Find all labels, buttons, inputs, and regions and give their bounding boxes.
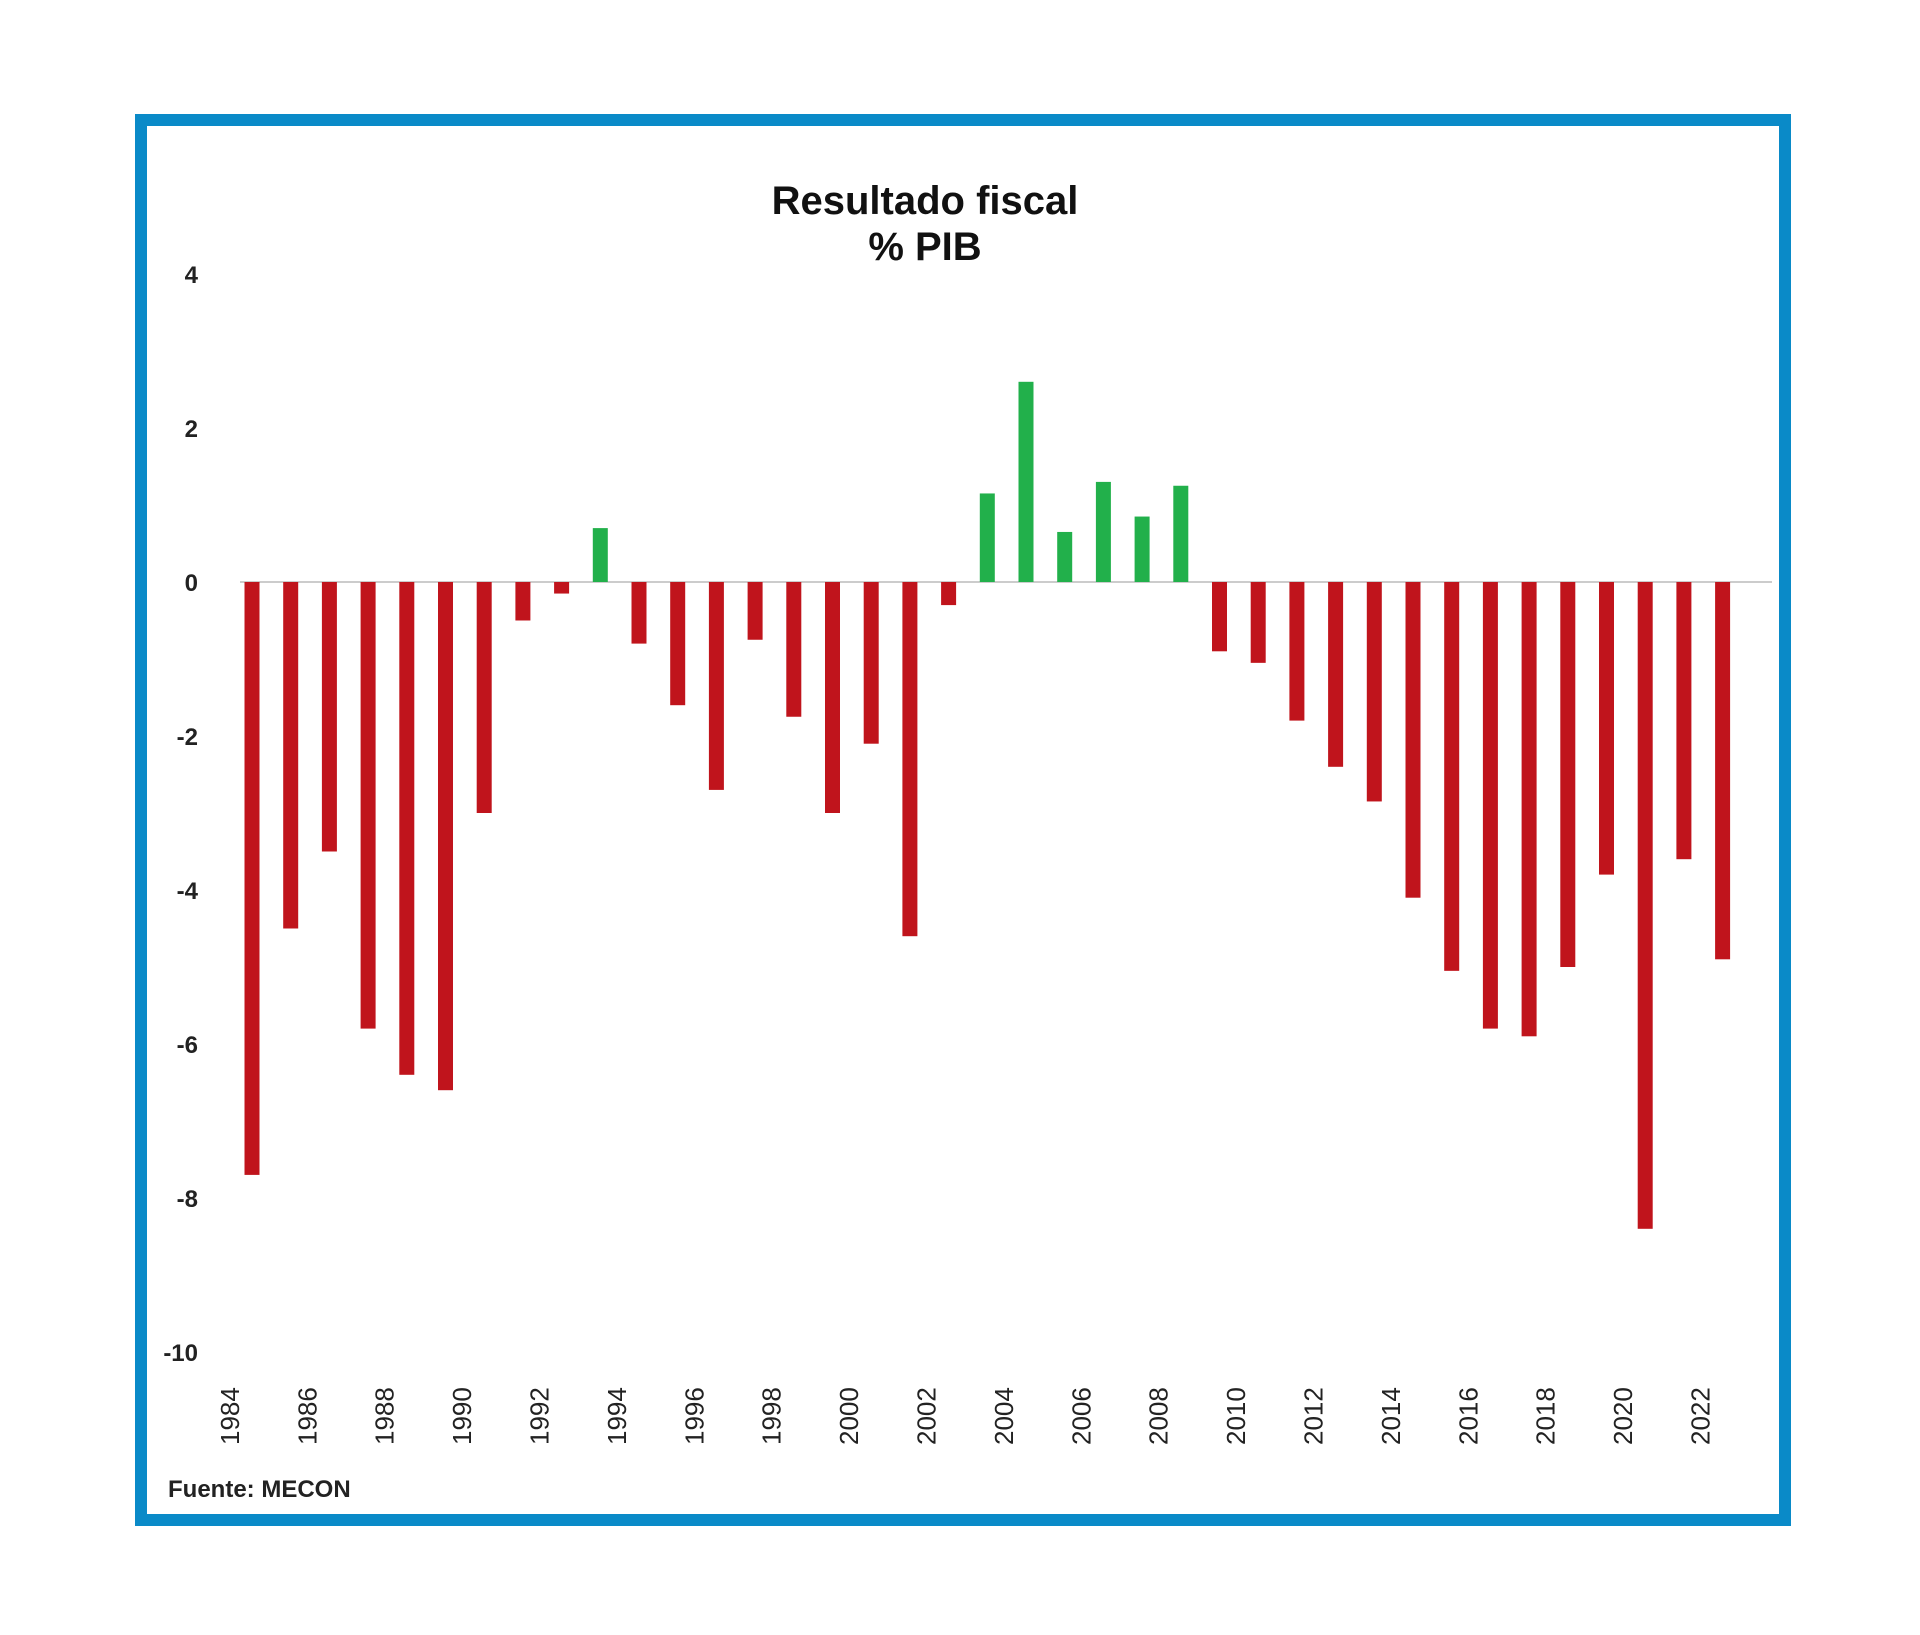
bar-2012: [1328, 582, 1344, 767]
x-tick-label: 2022: [1685, 1387, 1715, 1445]
bar-1994: [631, 582, 647, 644]
x-tick-label: 1998: [757, 1387, 787, 1445]
bar-1997: [747, 582, 763, 640]
bar-1991: [515, 582, 531, 621]
bar-2015: [1444, 582, 1460, 971]
y-tick-label: -4: [177, 878, 199, 905]
bar-2010: [1250, 582, 1266, 663]
x-tick-label: 2018: [1531, 1387, 1561, 1445]
y-tick-label: 2: [185, 416, 198, 443]
x-tick-label: 2016: [1453, 1387, 1483, 1445]
bar-2006: [1095, 481, 1111, 582]
source-note: Fuente: MECON: [168, 1476, 351, 1503]
y-tick-label: -2: [177, 724, 198, 751]
bar-2002: [941, 582, 957, 606]
bar-1986: [321, 582, 337, 852]
y-tick-label: -6: [177, 1032, 198, 1059]
x-tick-label: 2014: [1376, 1387, 1406, 1445]
bar-2001: [902, 582, 918, 937]
bar-2007: [1134, 516, 1150, 582]
chart-subtitle: % PIB: [868, 225, 981, 269]
bar-2014: [1405, 582, 1421, 898]
x-tick-label: 1986: [292, 1387, 322, 1445]
bar-2004: [1018, 381, 1034, 582]
bar-1990: [476, 582, 492, 813]
x-tick-label: 1994: [602, 1387, 632, 1445]
x-tick-label: 2004: [989, 1387, 1019, 1445]
bar-2016: [1482, 582, 1498, 1029]
bar-1995: [670, 582, 686, 706]
bar-2003: [979, 493, 995, 582]
bar-1989: [438, 582, 453, 1091]
bar-2013: [1366, 582, 1382, 802]
x-tick-label: 2008: [1144, 1387, 1174, 1445]
bar-2022: [1715, 582, 1731, 960]
bar-2011: [1289, 582, 1305, 721]
y-tick-label: 4: [185, 262, 199, 289]
bar-2019: [1599, 582, 1614, 875]
x-tick-label: 1988: [370, 1387, 400, 1445]
y-tick-label: -10: [163, 1340, 198, 1367]
bar-1993: [592, 528, 608, 582]
x-tick-label: 2002: [911, 1387, 941, 1445]
bar-1998: [786, 582, 802, 717]
bar-1987: [360, 582, 376, 1029]
bar-2000: [863, 582, 879, 744]
bar-1996: [708, 582, 724, 790]
x-tick-label: 1992: [524, 1387, 554, 1445]
bar-2008: [1173, 485, 1189, 582]
bar-2018: [1560, 582, 1576, 967]
x-tick-label: 2020: [1608, 1387, 1638, 1445]
y-tick-label: -8: [177, 1186, 198, 1213]
x-tick-label: 1984: [215, 1387, 245, 1445]
bar-1985: [283, 582, 299, 929]
bar-2017: [1521, 582, 1537, 1037]
x-tick-label: 1996: [679, 1387, 709, 1445]
bar-1988: [399, 582, 415, 1075]
bar-2005: [1057, 531, 1073, 582]
x-tick-label: 2000: [834, 1387, 864, 1445]
x-tick-label: 2010: [1221, 1387, 1251, 1445]
x-tick-label: 2006: [1066, 1387, 1096, 1445]
bar-1992: [554, 582, 570, 594]
chart-title: Resultado fiscal: [772, 179, 1079, 223]
x-tick-label: 1990: [447, 1387, 477, 1445]
y-tick-label: 0: [185, 570, 198, 597]
bar-2020: [1637, 582, 1653, 1229]
bar-2021: [1676, 582, 1692, 860]
x-tick-label: 2012: [1298, 1387, 1328, 1445]
bar-1999: [825, 582, 840, 813]
bar-1984: [244, 582, 260, 1175]
bar-2009: [1212, 582, 1227, 652]
